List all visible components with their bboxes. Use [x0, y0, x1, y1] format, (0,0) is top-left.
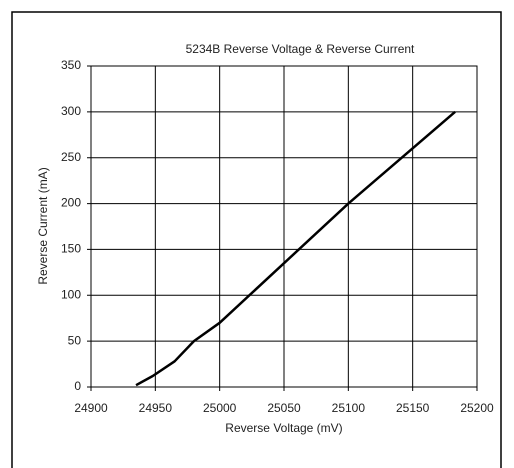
y-tick-label: 150 — [61, 242, 81, 256]
y-tick-label: 0 — [74, 379, 81, 393]
x-tick-label: 25050 — [267, 401, 301, 415]
x-axis-label: Reverse Voltage (mV) — [225, 421, 342, 435]
x-tick-label: 25000 — [203, 401, 237, 415]
x-tick-label: 25100 — [332, 401, 366, 415]
y-tick-label: 200 — [61, 196, 81, 210]
y-tick-label: 350 — [61, 58, 81, 72]
x-tick-label: 25150 — [396, 401, 430, 415]
data-line — [135, 110, 456, 387]
frame — [11, 11, 502, 468]
x-tick-label: 24950 — [139, 401, 173, 415]
x-tick-label: 24900 — [74, 401, 108, 415]
y-tick-label: 250 — [61, 150, 81, 164]
y-axis-label: Reverse Current (mA) — [36, 167, 50, 284]
y-tick-label: 100 — [61, 287, 81, 301]
chart-title: 5234B Reverse Voltage & Reverse Current — [186, 42, 415, 56]
y-tick-label: 300 — [61, 104, 81, 118]
y-tick-label: 50 — [68, 333, 82, 347]
x-tick-label: 25200 — [460, 401, 494, 415]
